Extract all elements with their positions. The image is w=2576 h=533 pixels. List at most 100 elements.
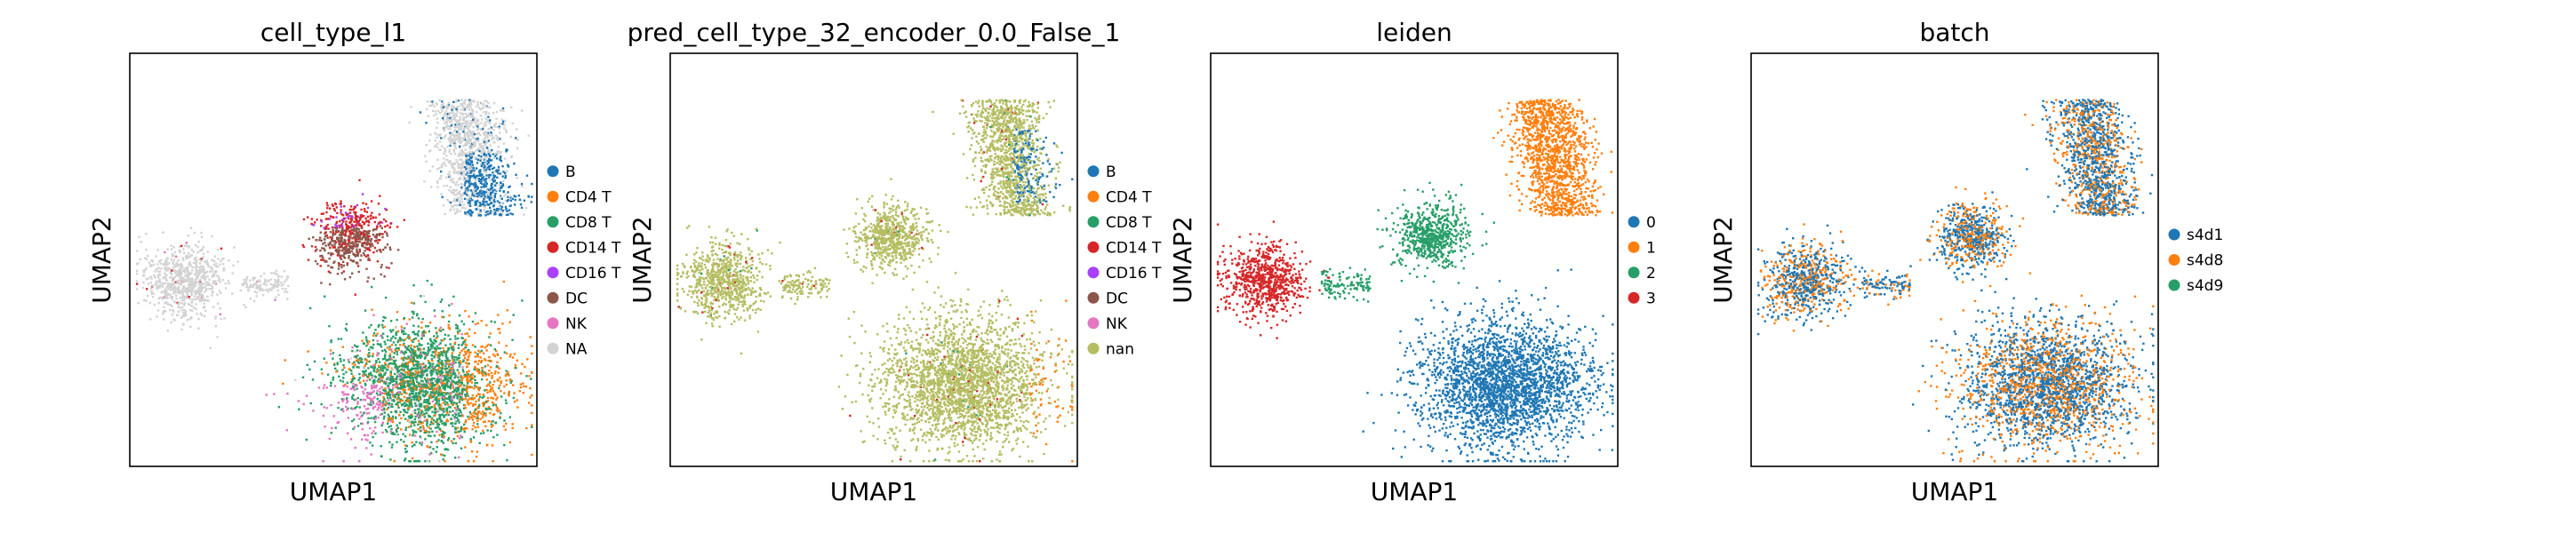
scatter-point xyxy=(474,157,476,159)
scatter-point xyxy=(373,228,375,230)
scatter-point xyxy=(298,409,300,410)
scatter-point xyxy=(482,375,484,377)
scatter-point xyxy=(362,221,364,223)
scatter-point xyxy=(457,422,459,424)
scatter-point xyxy=(452,178,453,179)
scatter-point xyxy=(475,430,476,432)
scatter-point xyxy=(436,450,437,452)
scatter-point xyxy=(321,369,323,370)
scatter-point xyxy=(364,370,366,371)
scatter-point xyxy=(340,266,342,268)
scatter-point xyxy=(502,183,504,185)
scatter-point xyxy=(483,104,484,106)
scatter-point xyxy=(380,266,382,268)
scatter-point xyxy=(470,413,472,415)
scatter-point xyxy=(478,360,480,362)
scatter-point xyxy=(493,157,495,159)
scatter-point xyxy=(372,234,374,235)
scatter-point xyxy=(500,182,501,184)
scatter-point xyxy=(453,106,455,107)
scatter-point xyxy=(381,337,383,338)
scatter-point xyxy=(433,378,435,379)
scatter-point xyxy=(360,361,362,362)
scatter-point xyxy=(397,402,399,403)
scatter-point xyxy=(480,195,482,197)
scatter-point xyxy=(445,155,447,156)
scatter-point xyxy=(180,279,182,281)
scatter-point xyxy=(170,289,172,290)
scatter-point xyxy=(470,139,472,140)
scatter-point xyxy=(381,324,383,326)
scatter-point xyxy=(502,121,504,123)
scatter-point xyxy=(374,235,376,237)
scatter-point xyxy=(429,133,431,135)
scatter-point xyxy=(423,295,425,297)
scatter-point xyxy=(403,333,404,335)
scatter-point xyxy=(443,128,444,130)
scatter-point xyxy=(324,238,325,240)
scatter-point xyxy=(395,410,396,412)
scatter-point xyxy=(455,126,457,128)
scatter-point xyxy=(463,354,465,356)
scatter-point xyxy=(331,427,332,429)
scatter-point xyxy=(503,281,505,282)
scatter-point xyxy=(453,181,455,183)
scatter-point xyxy=(410,345,412,346)
scatter-point xyxy=(385,297,387,298)
scatter-point xyxy=(371,238,372,240)
scatter-point xyxy=(481,378,483,380)
scatter-point xyxy=(476,106,477,107)
scatter-point xyxy=(487,116,489,118)
scatter-point xyxy=(309,307,311,309)
scatter-point xyxy=(493,102,495,104)
scatter-point xyxy=(453,438,455,440)
scatter-point xyxy=(396,372,398,374)
scatter-point xyxy=(492,191,493,193)
scatter-point xyxy=(526,358,528,360)
scatter-point xyxy=(444,455,445,457)
scatter-point xyxy=(471,381,473,383)
scatter-point xyxy=(488,336,490,338)
scatter-point xyxy=(383,326,385,328)
scatter-point xyxy=(484,123,485,124)
scatter-point xyxy=(354,426,356,428)
scatter-point xyxy=(350,370,352,371)
scatter-point xyxy=(367,367,369,369)
scatter-point xyxy=(479,202,481,203)
scatter-point xyxy=(403,339,404,341)
scatter-point xyxy=(445,398,447,400)
scatter-point xyxy=(215,262,217,264)
scatter-point xyxy=(467,106,468,107)
scatter-point xyxy=(458,179,460,180)
scatter-point xyxy=(525,427,527,429)
scatter-point xyxy=(294,379,296,381)
scatter-point xyxy=(455,387,457,389)
scatter-point xyxy=(389,346,391,347)
scatter-point xyxy=(355,294,356,296)
scatter-point xyxy=(487,213,489,215)
scatter-point xyxy=(489,119,491,121)
scatter-point xyxy=(391,369,393,370)
scatter-point xyxy=(466,157,468,159)
scatter-point xyxy=(412,383,414,385)
scatter-point xyxy=(506,353,508,354)
scatter-point xyxy=(325,218,327,219)
scatter-point xyxy=(460,112,461,114)
scatter-point xyxy=(474,379,476,381)
scatter-point xyxy=(460,123,462,125)
scatter-point xyxy=(503,127,505,129)
scatter-point xyxy=(355,351,356,353)
scatter-point xyxy=(483,171,484,172)
scatter-point xyxy=(470,378,472,380)
scatter-point xyxy=(327,227,329,229)
scatter-point xyxy=(531,353,532,354)
scatter-point xyxy=(345,231,347,233)
scatter-point xyxy=(432,103,434,105)
scatter-point xyxy=(332,216,333,218)
scatter-point xyxy=(432,351,434,353)
scatter-point xyxy=(437,369,439,370)
scatter-point xyxy=(451,205,452,207)
scatter-point xyxy=(391,344,393,346)
scatter-point xyxy=(417,395,419,397)
scatter-point xyxy=(377,352,379,354)
